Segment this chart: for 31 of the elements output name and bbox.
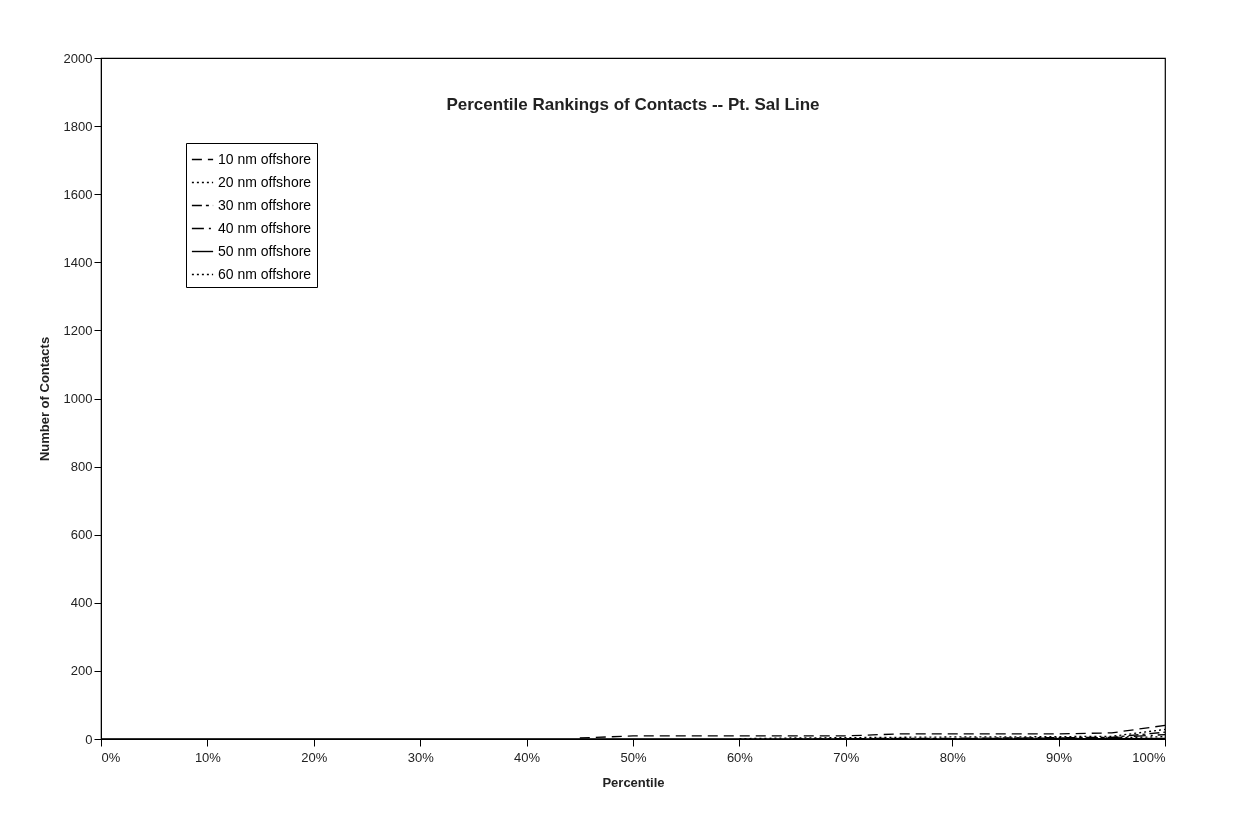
x-tick-label: 20% <box>301 749 328 765</box>
x-tick-label: 90% <box>1046 749 1073 765</box>
legend-label: 10 nm offshore <box>218 150 312 167</box>
y-tick-label: 600 <box>70 527 93 543</box>
x-tick-label: 60% <box>726 749 754 765</box>
legend-label: 40 nm offshore <box>218 219 312 236</box>
legend-label: 60 nm offshore <box>218 265 312 282</box>
legend-label: 50 nm offshore <box>218 242 312 259</box>
y-axis-title: Number of Contacts <box>36 336 52 462</box>
x-tick-label: 10% <box>194 749 222 765</box>
legend-label: 20 nm offshore <box>218 173 312 190</box>
x-tick-label: 30% <box>407 749 435 765</box>
x-tick-label: 50% <box>620 749 647 765</box>
y-tick-label: 0 <box>85 731 93 747</box>
x-tick-label: 0% <box>101 749 121 765</box>
y-tick-label: 800 <box>70 459 93 475</box>
y-tick-label: 200 <box>70 663 93 679</box>
y-tick-label: 1200 <box>63 322 93 338</box>
x-tick-label: 70% <box>833 749 860 765</box>
x-tick-label: 100% <box>1132 749 1166 765</box>
y-tick-label: 2000 <box>63 50 93 66</box>
x-axis-title: Percentile <box>602 774 665 790</box>
y-tick-label: 1000 <box>63 391 93 406</box>
y-tick-label: 1400 <box>63 254 93 270</box>
x-tick-label: 80% <box>939 749 967 765</box>
y-tick-label: 1800 <box>63 118 93 134</box>
x-tick-label: 40% <box>514 749 541 765</box>
text: Percentile Rankings of Contacts -- Pt. Sal Line <box>446 95 820 114</box>
y-tick-label: 400 <box>70 595 93 611</box>
legend-label: 30 nm offshore <box>218 196 312 213</box>
y-tick-label: 1600 <box>63 186 93 202</box>
